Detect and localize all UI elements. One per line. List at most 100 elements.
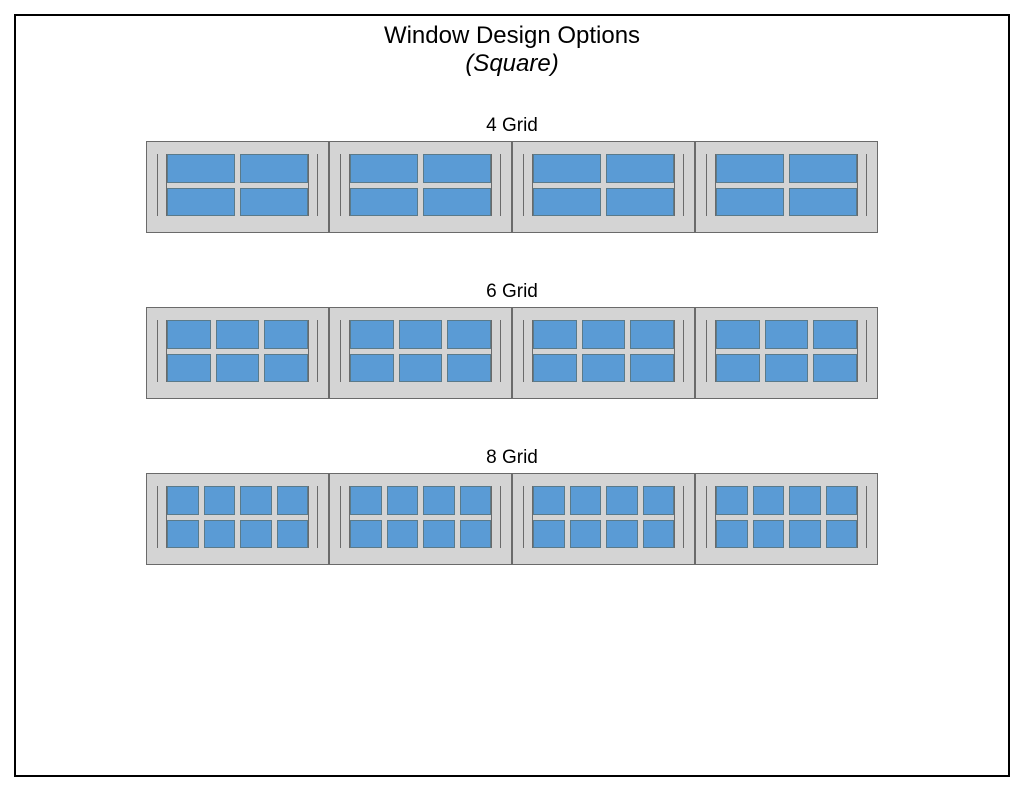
- panel-row: [16, 473, 1008, 565]
- window-pane: [716, 154, 784, 183]
- window-pane: [533, 320, 577, 349]
- panel-top-rail: [696, 474, 877, 486]
- panel-bottom-rail: [696, 548, 877, 564]
- window-pane: [570, 486, 602, 515]
- window-pane: [264, 354, 308, 383]
- panel-right-stile: [857, 154, 867, 216]
- panel-right-stile: [674, 154, 684, 216]
- window-pane: [423, 188, 491, 217]
- window-panel: [329, 142, 512, 232]
- panel-bottom-rail: [330, 548, 511, 564]
- window-pane: [387, 520, 419, 549]
- panel-middle: [147, 486, 328, 548]
- window-pane: [813, 320, 857, 349]
- panel-left-stile: [340, 320, 350, 382]
- panel-right-stile: [857, 320, 867, 382]
- window-pane: [460, 486, 492, 515]
- glass-grid: [350, 320, 491, 382]
- window-pane: [606, 188, 674, 217]
- grid-section: 4 Grid: [16, 115, 1008, 233]
- panel-right-stile: [674, 320, 684, 382]
- panel-top-rail: [696, 142, 877, 154]
- panel-left-margin: [330, 154, 340, 216]
- window-pane: [716, 188, 784, 217]
- panel-middle: [330, 320, 511, 382]
- window-pane: [570, 520, 602, 549]
- window-panel: [512, 142, 695, 232]
- panel-right-stile: [308, 154, 318, 216]
- window-pane: [765, 354, 809, 383]
- window-pane: [350, 188, 418, 217]
- title-sub: (Square): [16, 50, 1008, 78]
- panel-right-margin: [867, 320, 877, 382]
- panel-right-stile: [491, 154, 501, 216]
- window-pane: [753, 486, 785, 515]
- panel-bottom-rail: [147, 216, 328, 232]
- glass-grid: [350, 486, 491, 548]
- window-pane: [630, 320, 674, 349]
- panel-top-rail: [147, 142, 328, 154]
- panel-left-stile: [340, 486, 350, 548]
- panel-left-stile: [340, 154, 350, 216]
- window-pane: [167, 520, 199, 549]
- panel-top-rail: [330, 142, 511, 154]
- panel-left-margin: [513, 154, 523, 216]
- panel-top-rail: [147, 308, 328, 320]
- window-pane: [533, 520, 565, 549]
- panel-right-margin: [501, 320, 511, 382]
- panel-left-margin: [147, 486, 157, 548]
- panel-left-stile: [523, 320, 533, 382]
- panel-middle: [330, 154, 511, 216]
- window-pane: [277, 486, 309, 515]
- panel-row: [16, 141, 1008, 233]
- panel-left-margin: [513, 486, 523, 548]
- window-panel: [512, 308, 695, 398]
- panel-bottom-rail: [696, 382, 877, 398]
- window-panel: [146, 474, 329, 564]
- window-pane: [350, 354, 394, 383]
- panel-left-margin: [696, 320, 706, 382]
- glass-grid: [533, 486, 674, 548]
- window-pane: [813, 354, 857, 383]
- panel-right-margin: [318, 320, 328, 382]
- window-pane: [399, 354, 443, 383]
- page: Window Design Options (Square) 4 Grid 6 G…: [0, 0, 1024, 791]
- panel-right-margin: [684, 320, 694, 382]
- panel-bottom-rail: [330, 216, 511, 232]
- panel-right-margin: [684, 486, 694, 548]
- window-pane: [204, 520, 236, 549]
- panel-right-margin: [867, 154, 877, 216]
- window-panel: [695, 142, 878, 232]
- window-pane: [204, 486, 236, 515]
- panel-left-margin: [330, 486, 340, 548]
- window-pane: [533, 354, 577, 383]
- window-pane: [167, 154, 235, 183]
- window-pane: [167, 320, 211, 349]
- panel-right-margin: [867, 486, 877, 548]
- window-pane: [789, 486, 821, 515]
- window-pane: [789, 520, 821, 549]
- panel-bottom-rail: [147, 382, 328, 398]
- window-pane: [643, 520, 675, 549]
- panel-top-rail: [696, 308, 877, 320]
- panel-middle: [696, 320, 877, 382]
- window-pane: [582, 354, 626, 383]
- grid-section: 6 Grid: [16, 281, 1008, 399]
- window-pane: [765, 320, 809, 349]
- outer-frame: Window Design Options (Square) 4 Grid 6 G…: [14, 14, 1010, 777]
- panel-middle: [330, 486, 511, 548]
- panel-top-rail: [513, 142, 694, 154]
- window-pane: [240, 486, 272, 515]
- window-pane: [533, 154, 601, 183]
- window-pane: [350, 486, 382, 515]
- grid-section: 8 Grid: [16, 447, 1008, 565]
- panel-bottom-rail: [513, 548, 694, 564]
- panel-right-stile: [674, 486, 684, 548]
- window-panel: [512, 474, 695, 564]
- title-main: Window Design Options: [16, 22, 1008, 50]
- panel-right-margin: [501, 486, 511, 548]
- window-panel: [329, 308, 512, 398]
- glass-grid: [350, 154, 491, 216]
- window-pane: [533, 486, 565, 515]
- section-label: 6 Grid: [16, 281, 1008, 303]
